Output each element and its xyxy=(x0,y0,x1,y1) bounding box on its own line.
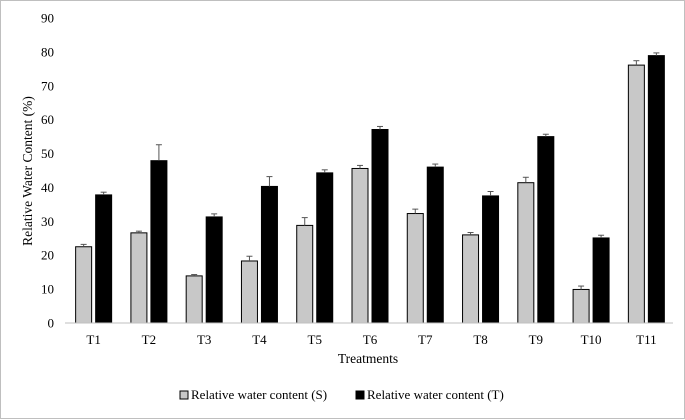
bar-t-t2 xyxy=(150,160,168,324)
bar-s-t6 xyxy=(351,167,369,324)
bar-s-t5 xyxy=(296,224,314,324)
bar-t-t11 xyxy=(647,55,665,324)
y-tick-label: 0 xyxy=(48,316,55,331)
y-tick-label: 90 xyxy=(41,11,54,26)
x-tick-label: T4 xyxy=(252,332,267,347)
x-tick-label: T5 xyxy=(308,332,322,347)
bar-t-t8 xyxy=(482,195,500,324)
x-tick-label: T1 xyxy=(86,332,100,347)
bar-t-t1 xyxy=(95,194,113,324)
legend-label-s: Relative water content (S) xyxy=(191,387,327,402)
bar-s-t10 xyxy=(572,288,590,324)
bar-t-t9 xyxy=(537,136,555,324)
y-tick-label: 30 xyxy=(41,214,54,229)
bar-s-t4 xyxy=(240,260,258,324)
y-tick-label: 40 xyxy=(41,180,54,195)
x-tick-label: T6 xyxy=(363,332,378,347)
x-tick-label: T10 xyxy=(581,332,602,347)
bar-s-t2 xyxy=(130,232,148,324)
x-tick-label: T7 xyxy=(418,332,433,347)
x-tick-label: T8 xyxy=(473,332,487,347)
legend-swatch-t xyxy=(355,390,365,400)
bar-s-t9 xyxy=(517,182,535,324)
y-axis-title: Relative Water Content (%) xyxy=(20,96,35,246)
y-tick-label: 80 xyxy=(41,44,54,59)
y-tick-label: 20 xyxy=(41,248,54,263)
bar-s-t1 xyxy=(75,246,93,324)
bar-s-t3 xyxy=(185,275,203,324)
bar-t-t6 xyxy=(371,128,389,324)
y-axis-ticks: 0 10 20 30 40 50 60 70 80 90 xyxy=(41,11,54,331)
legend-swatch-s xyxy=(179,390,189,400)
x-tick-label: T2 xyxy=(142,332,156,347)
y-tick-label: 10 xyxy=(41,282,54,297)
x-tick-label: T3 xyxy=(197,332,211,347)
bar-t-t5 xyxy=(316,172,334,324)
bar-marks xyxy=(75,52,665,324)
x-axis-title: Treatments xyxy=(338,351,398,366)
legend-label-t: Relative water content (T) xyxy=(367,387,504,402)
x-tick-label: T11 xyxy=(636,332,656,347)
bar-t-t10 xyxy=(592,237,610,324)
x-axis-ticks: T1 T2 T3 T4 T5 T6 T7 T8 T9 T10 T11 xyxy=(86,332,656,347)
bar-s-t7 xyxy=(406,213,424,324)
bar-s-t11 xyxy=(627,64,645,324)
bar-t-t7 xyxy=(426,166,444,324)
legend: Relative water content (S) Relative water… xyxy=(179,387,504,402)
bar-t-t3 xyxy=(205,216,223,324)
y-tick-label: 70 xyxy=(41,78,54,93)
bar-s-t8 xyxy=(462,234,480,324)
bar-t-t4 xyxy=(260,185,278,324)
x-tick-label: T9 xyxy=(529,332,543,347)
y-tick-label: 50 xyxy=(41,146,54,161)
y-tick-label: 60 xyxy=(41,112,54,127)
